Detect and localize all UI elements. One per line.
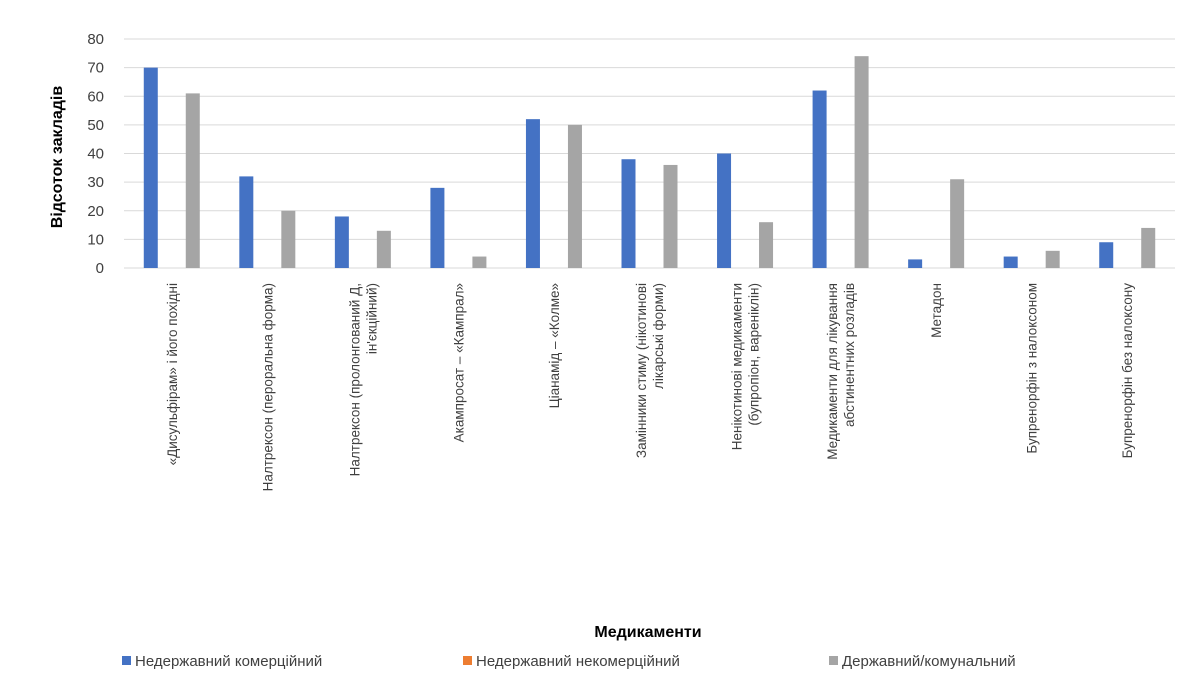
y-axis-ticks: 0 10 20 30 40 50 60 70 80 — [87, 31, 104, 277]
y-tick-label: 60 — [87, 88, 104, 105]
legend-label: Недержавний некомерційний — [476, 653, 680, 670]
x-category-label: Метадон — [929, 283, 944, 338]
bar — [1003, 256, 1018, 268]
x-tick-label: Бупренорфін з налоксоном — [1025, 283, 1040, 454]
x-category-label: Акампросат – «Кампрал» — [451, 283, 466, 442]
bar — [1099, 242, 1114, 268]
y-tick-label: 50 — [87, 117, 104, 134]
bars — [143, 56, 1156, 269]
bar — [376, 230, 391, 268]
x-axis-categories: «Дисульфірам» і його похідні Налтрексон (… — [165, 283, 1135, 492]
y-tick-label: 40 — [87, 146, 104, 163]
legend-label: Державний/комунальний — [842, 653, 1016, 670]
bar — [1045, 250, 1060, 268]
x-tick-label: абстинентних розладів — [842, 283, 857, 427]
x-category-label: Бупренорфін без налоксону — [1120, 283, 1135, 459]
bar — [281, 210, 296, 268]
bar — [663, 164, 678, 268]
x-tick-label: Бупренорфін без налоксону — [1120, 283, 1135, 459]
x-tick-label: лікарські форми) — [651, 283, 666, 389]
legend-item: Недержавний некомерційний — [463, 653, 680, 670]
y-tick-label: 0 — [96, 260, 104, 277]
x-category-label: Налтрексон (пролонгований Д, ін'єкційний) — [347, 283, 379, 476]
x-tick-label: Ціанамід – «Колме» — [547, 283, 562, 408]
bar — [239, 176, 254, 268]
x-category-label: Налтрексон (пероральна форма) — [260, 283, 275, 491]
x-axis-title: Медикаменти — [594, 624, 701, 641]
bar — [854, 56, 869, 268]
bar — [950, 179, 965, 268]
bar — [143, 67, 158, 268]
x-tick-label: (бупропіон, вареніклін) — [747, 283, 762, 426]
bar — [1141, 227, 1156, 268]
bar — [759, 222, 774, 268]
gridlines — [124, 38, 1175, 269]
x-category-label: Медикаменти для лікування абстинентних ро… — [825, 283, 857, 460]
bar — [567, 124, 582, 268]
legend-swatch — [463, 656, 472, 665]
x-category-label: Ненікотинові медикаменти (бупропіон, варе… — [730, 283, 762, 450]
bar — [525, 119, 540, 269]
x-tick-label: ін'єкційний) — [364, 283, 379, 354]
x-category-label: Замінники стиму (нікотинові лікарські фор… — [634, 283, 666, 458]
x-tick-label: Налтрексон (пероральна форма) — [260, 283, 275, 491]
legend-item: Недержавний комерційний — [122, 653, 322, 670]
x-tick-label: «Дисульфірам» і його похідні — [165, 283, 180, 465]
x-tick-label: Налтрексон (пролонгований Д, — [347, 283, 362, 476]
x-tick-label: Метадон — [929, 283, 944, 338]
legend-swatch — [122, 656, 131, 665]
bar — [185, 93, 200, 268]
x-category-label: Бупренорфін з налоксоном — [1025, 283, 1040, 454]
x-category-label: «Дисульфірам» і його похідні — [165, 283, 180, 465]
y-tick-label: 10 — [87, 231, 104, 248]
legend-item: Державний/комунальний — [829, 653, 1016, 670]
x-tick-label: Медикаменти для лікування — [825, 283, 840, 460]
bar — [430, 187, 445, 268]
y-tick-label: 30 — [87, 174, 104, 191]
bar — [717, 153, 732, 268]
x-tick-label: Ненікотинові медикаменти — [730, 283, 745, 450]
legend-swatch — [829, 656, 838, 665]
bar — [908, 259, 923, 268]
legend: Недержавний комерційний Недержавний неком… — [122, 653, 1016, 670]
bar — [472, 256, 487, 268]
y-tick-label: 80 — [87, 31, 104, 48]
x-tick-label: Акампросат – «Кампрал» — [451, 283, 466, 442]
y-tick-label: 20 — [87, 203, 104, 220]
y-axis-title: Відсоток закладів — [49, 86, 66, 229]
x-tick-label: Замінники стиму (нікотинові — [634, 283, 649, 458]
legend-label: Недержавний комерційний — [135, 653, 322, 670]
bar — [334, 216, 349, 268]
bar — [621, 159, 636, 268]
x-category-label: Ціанамід – «Колме» — [547, 283, 562, 408]
y-tick-label: 70 — [87, 60, 104, 77]
bar — [812, 90, 827, 269]
